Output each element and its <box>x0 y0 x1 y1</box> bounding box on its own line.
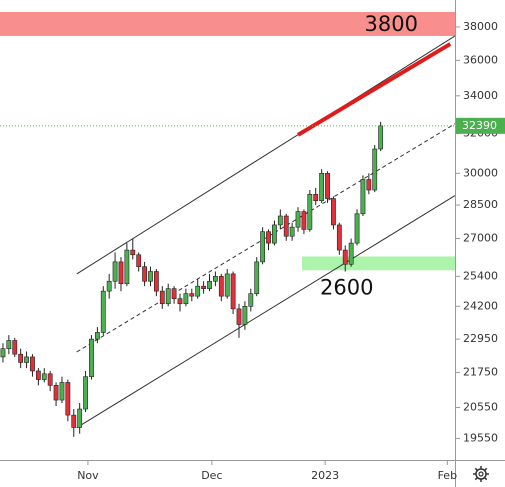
x-tick-label: Feb <box>438 469 457 482</box>
last-price-label: 32390 <box>462 119 497 132</box>
zone-label: 2600 <box>320 275 373 299</box>
candle-body <box>295 211 301 228</box>
candle-body <box>378 125 384 150</box>
candle-body <box>124 249 130 284</box>
y-tick-label: 21750 <box>463 365 498 378</box>
candle-body <box>159 290 165 305</box>
trendline <box>76 35 456 275</box>
candle-body <box>65 382 71 416</box>
candle-body <box>336 224 342 251</box>
candle-body <box>283 215 289 237</box>
price-zone <box>0 11 455 36</box>
candle-body <box>0 348 6 358</box>
candle-body <box>47 373 53 386</box>
candle-body <box>106 280 112 292</box>
x-tick-label: 2023 <box>311 469 339 482</box>
y-tick-label: 38000 <box>463 20 498 33</box>
candle-body <box>254 261 260 294</box>
candle-body <box>348 242 354 265</box>
trendline <box>76 123 456 353</box>
candle-body <box>18 353 24 363</box>
candle-body <box>59 382 65 401</box>
y-tick-label: 24200 <box>463 299 498 312</box>
candle-body <box>248 293 254 307</box>
candle-body <box>360 179 366 215</box>
candle-body <box>307 193 313 230</box>
candle-body <box>372 148 378 191</box>
plot-area <box>0 11 456 437</box>
candle-body <box>35 370 41 380</box>
x-tick-label: Dec <box>201 469 222 482</box>
candle-body <box>277 215 283 226</box>
y-tick-label: 20550 <box>463 401 498 414</box>
candle-body <box>207 280 212 289</box>
y-tick-label: 27000 <box>463 232 498 245</box>
candle-body <box>30 356 35 372</box>
candle-body <box>53 385 59 401</box>
candle-body <box>319 172 325 202</box>
candle-body <box>130 249 136 256</box>
candle-body <box>189 293 195 297</box>
candle-body <box>366 179 372 191</box>
candle-body <box>218 276 224 297</box>
trendline <box>76 195 456 429</box>
candle-body <box>94 332 100 340</box>
candle-body <box>224 273 230 297</box>
candle-body <box>118 261 124 284</box>
candle-body <box>136 254 142 267</box>
candle-body <box>230 273 236 310</box>
y-tick-label: 28500 <box>463 198 498 211</box>
candle-body <box>272 224 277 244</box>
candle-body <box>342 249 348 265</box>
price-zone <box>302 256 455 271</box>
candle-body <box>148 271 153 282</box>
candle-body <box>177 298 183 305</box>
candle-body <box>289 226 295 237</box>
candle-body <box>12 340 18 355</box>
candle-body <box>260 231 266 263</box>
candle-body <box>331 198 336 226</box>
candle-body <box>165 288 171 305</box>
candle-body <box>183 293 189 305</box>
candle-body <box>213 276 218 282</box>
candle-body <box>266 231 271 244</box>
candle-body <box>41 373 47 380</box>
candle-body <box>77 408 83 428</box>
candle-body <box>171 288 177 299</box>
candle-body <box>153 271 159 292</box>
candle-body <box>71 414 77 428</box>
y-tick-label: 25400 <box>463 269 498 282</box>
candle-body <box>6 340 12 349</box>
candle-body <box>142 266 147 282</box>
candle-body <box>112 261 118 282</box>
candle-body <box>83 376 88 410</box>
candle-body <box>195 285 201 297</box>
trendline <box>296 42 452 137</box>
candle-body <box>325 172 330 199</box>
candle-body <box>89 338 94 377</box>
zone-label: 3800 <box>365 12 418 36</box>
candle-body <box>100 290 106 333</box>
candle-body <box>354 213 360 244</box>
candle-body <box>201 285 206 289</box>
candle-body <box>24 356 29 363</box>
last-price-box <box>456 117 505 134</box>
y-tick-label: 30000 <box>463 166 498 179</box>
x-tick-label: Nov <box>77 469 99 482</box>
candle-body <box>313 193 319 202</box>
y-tick-label: 22950 <box>463 332 498 345</box>
settings-icon[interactable] <box>473 466 489 482</box>
y-tick-label: 36000 <box>463 53 498 66</box>
y-tick-label: 34000 <box>463 89 498 102</box>
candle-body <box>242 306 248 325</box>
candle-body <box>301 211 307 230</box>
y-tick-label: 19550 <box>463 431 498 444</box>
candle-body <box>236 308 242 325</box>
